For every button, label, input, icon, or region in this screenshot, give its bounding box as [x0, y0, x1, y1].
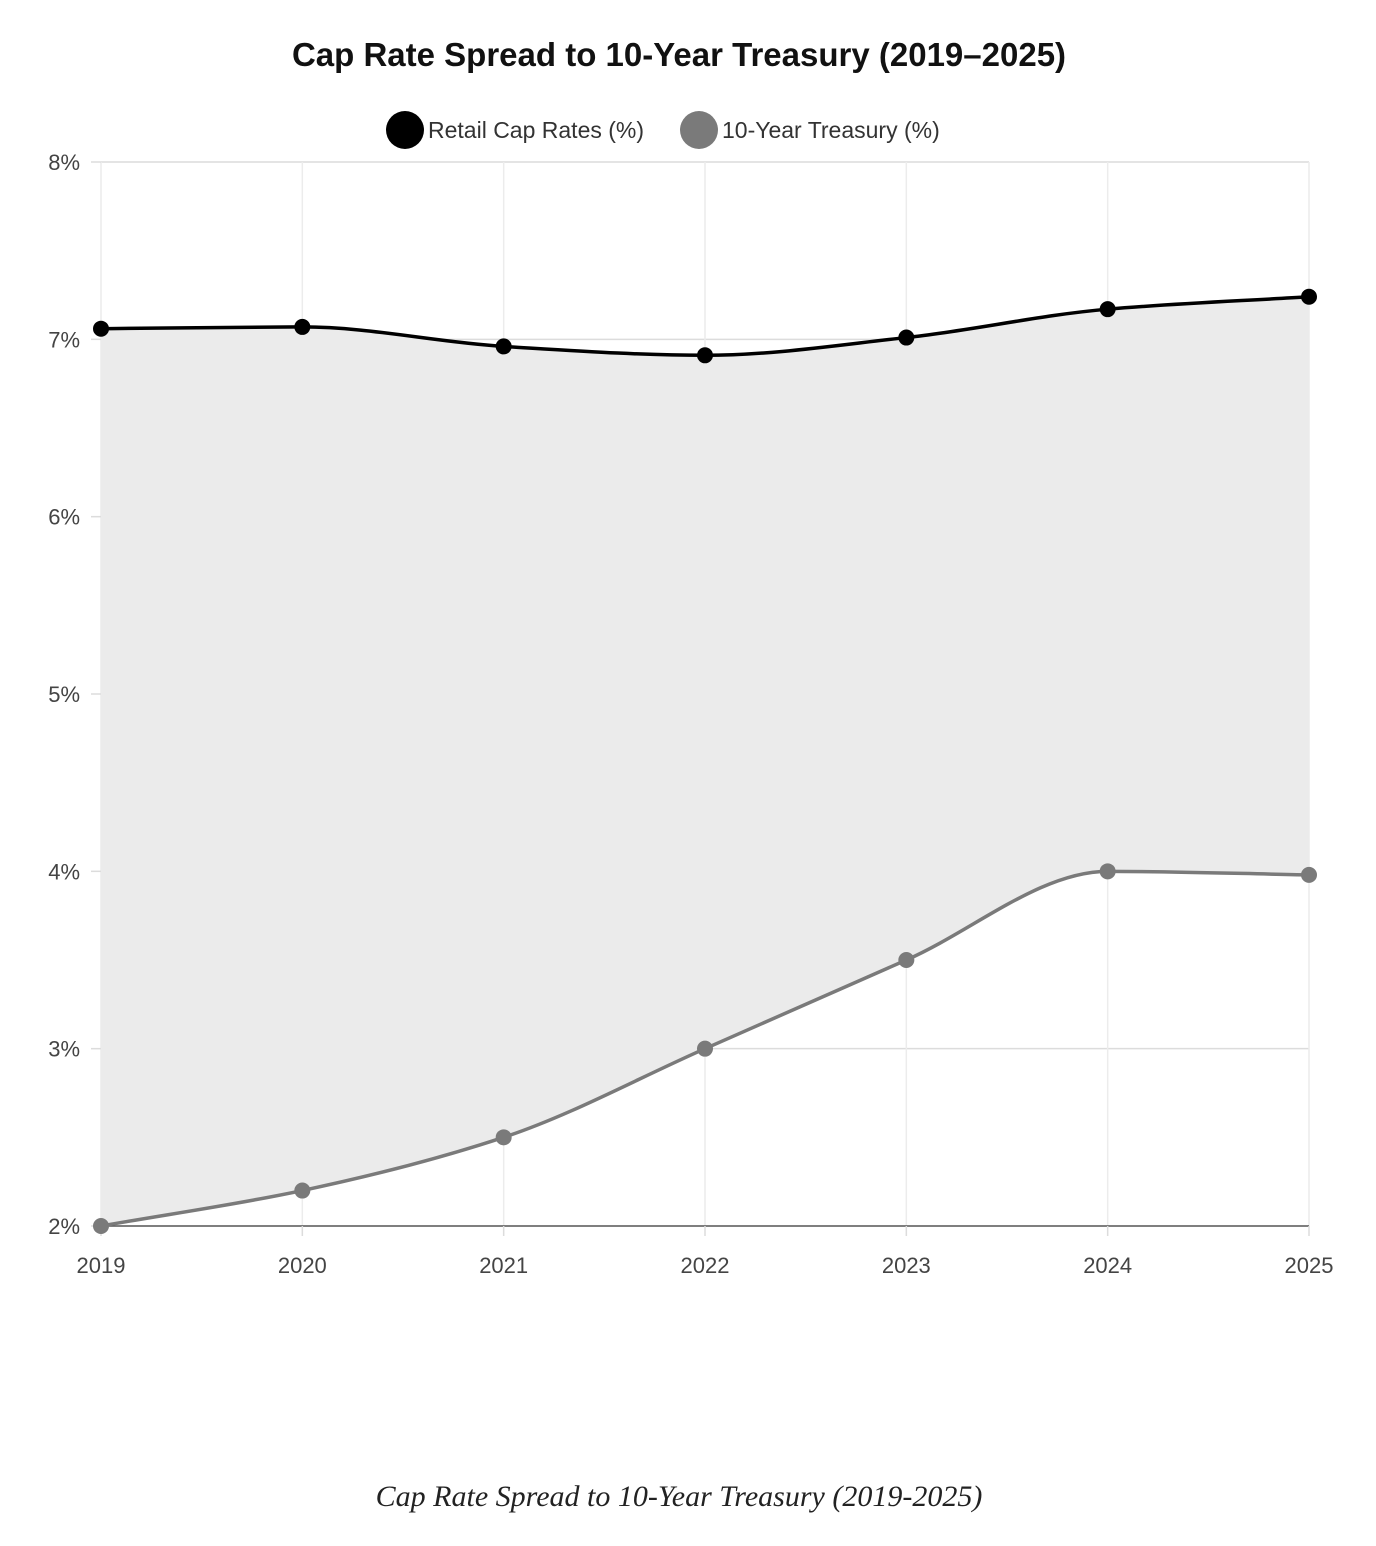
x-tick-label: 2023 [882, 1253, 931, 1278]
y-tick-label: 2% [48, 1214, 80, 1239]
x-tick-label: 2022 [681, 1253, 730, 1278]
legend-swatch-treasury[interactable] [680, 111, 718, 149]
x-tick-label: 2025 [1285, 1253, 1334, 1278]
y-tick-label: 8% [48, 150, 80, 175]
series-points [93, 288, 1317, 1234]
x-tick-label: 2019 [77, 1253, 126, 1278]
data-point-s0-2021[interactable] [495, 338, 512, 355]
data-point-s1-2021[interactable] [495, 1129, 512, 1146]
y-axis-ticks: 2% 3% 4% 5% 6% 7% 8% [48, 150, 101, 1239]
data-point-s1-2025[interactable] [1301, 866, 1317, 883]
data-point-s1-2023[interactable] [898, 952, 915, 968]
legend-swatch-retail[interactable] [386, 111, 424, 149]
data-point-s0-2020[interactable] [294, 318, 311, 335]
y-tick-label: 3% [48, 1037, 80, 1062]
data-point-s0-2023[interactable] [898, 329, 915, 346]
x-axis-ticks: 2019 2020 2021 2022 2023 2024 2025 [77, 1226, 1334, 1278]
data-point-s0-2019[interactable] [93, 320, 109, 337]
data-point-s0-2024[interactable] [1099, 301, 1116, 318]
data-point-s1-2020[interactable] [294, 1182, 311, 1199]
spread-area [101, 296, 1309, 1226]
figure-caption: Cap Rate Spread to 10-Year Treasury (201… [376, 1480, 983, 1513]
y-tick-label: 5% [48, 682, 80, 707]
y-tick-label: 4% [48, 859, 80, 884]
y-tick-label: 7% [48, 327, 80, 352]
y-tick-label: 6% [48, 505, 80, 530]
data-point-s1-2022[interactable] [697, 1040, 713, 1057]
legend-label-treasury[interactable]: 10-Year Treasury (%) [722, 117, 940, 143]
legend[interactable]: Retail Cap Rates (%) 10-Year Treasury (%… [386, 111, 940, 149]
data-point-s1-2024[interactable] [1099, 863, 1116, 880]
legend-label-retail[interactable]: Retail Cap Rates (%) [428, 117, 644, 143]
x-tick-label: 2020 [278, 1253, 327, 1278]
data-point-s1-2019[interactable] [93, 1218, 109, 1234]
x-tick-label: 2024 [1083, 1253, 1132, 1278]
x-tick-label: 2021 [479, 1253, 528, 1278]
data-point-s0-2022[interactable] [697, 347, 713, 364]
chart-title: Cap Rate Spread to 10-Year Treasury (201… [292, 36, 1066, 73]
data-point-s0-2025[interactable] [1301, 288, 1317, 305]
